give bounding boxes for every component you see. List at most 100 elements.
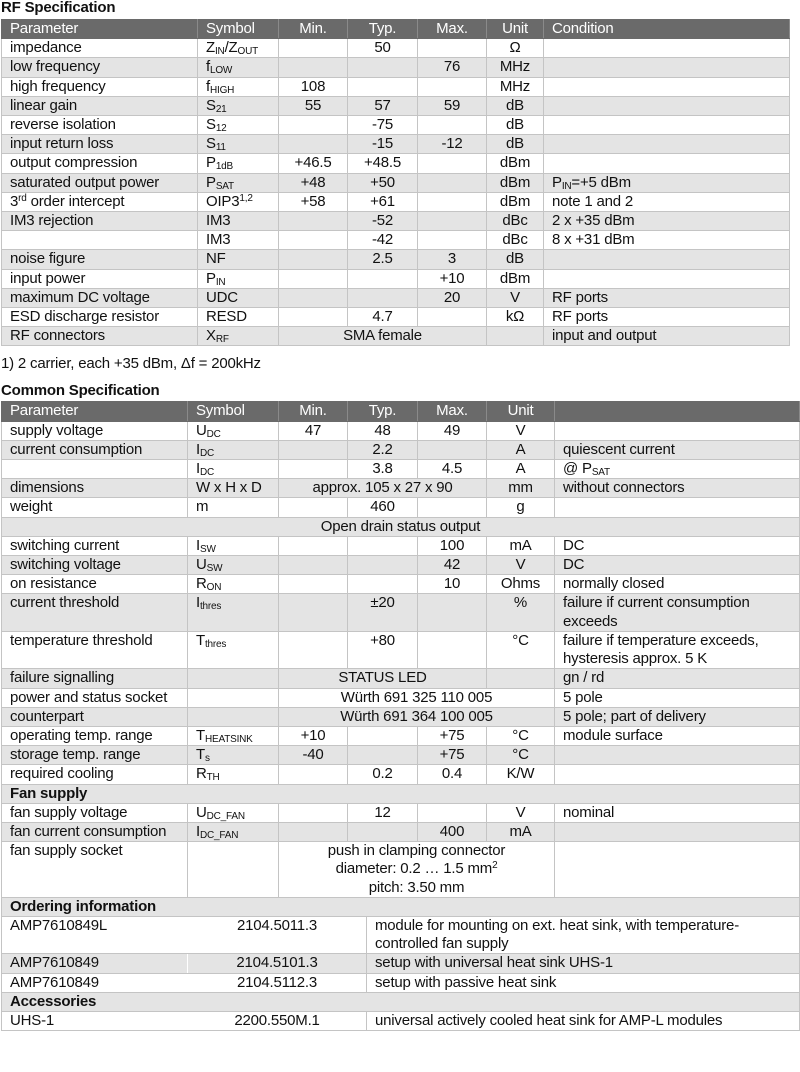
min-cell	[278, 268, 348, 289]
cell-text: Max.	[436, 402, 468, 420]
symbol-cell: UDC_FAN	[187, 802, 279, 823]
cell-text: Ordering information	[10, 897, 157, 915]
text-part: HEATSINK	[204, 733, 253, 745]
unit-cell: K/W	[486, 764, 555, 785]
max-cell: 59	[417, 95, 487, 117]
parameter-cell: storage temp. range	[1, 745, 188, 766]
cell-text: K/W	[506, 765, 535, 783]
parameter-cell: RF connectors	[1, 326, 198, 347]
cell-text: Open drain status output	[320, 517, 481, 535]
typ-cell: 50	[347, 38, 418, 59]
cell-text: IM3	[206, 212, 231, 230]
parameter-cell: switching voltage	[1, 555, 188, 576]
section-row: Ordering information	[1, 896, 800, 917]
text-part: IN	[561, 180, 572, 192]
cell-text: current threshold	[10, 594, 120, 612]
typ-cell: 48	[347, 420, 418, 441]
parameter-cell: power and status socket	[1, 687, 188, 708]
cell-text: counterpart	[10, 707, 84, 725]
condition-cell	[554, 821, 800, 843]
parameter-cell: impedance	[1, 38, 198, 59]
min-cell: +46.5	[278, 153, 348, 174]
cell-text: kΩ	[505, 308, 525, 326]
section-title: Accessories	[1, 991, 800, 1012]
section-row: Accessories	[1, 991, 800, 1012]
group-row: Open drain status output	[1, 516, 800, 537]
cell-text: +48.5	[364, 154, 401, 172]
cell-text: Ohms	[500, 575, 541, 593]
min-cell	[278, 38, 348, 59]
table-row: fan supply socket push in clamping connec…	[1, 841, 800, 898]
cell-text: +80	[370, 631, 395, 649]
symbol-cell: m	[187, 497, 279, 518]
condition-cell: DC	[554, 555, 800, 576]
merged-value-cell: push in clamping connector diameter: 0.2 …	[278, 841, 555, 898]
text-part: P	[552, 173, 562, 191]
parameter-cell: counterpart	[1, 706, 188, 727]
max-cell: 0.4	[417, 764, 487, 785]
symbol-cell: UDC	[187, 420, 279, 441]
max-cell	[417, 211, 487, 232]
text-part: HIGH	[209, 84, 235, 96]
text-part: DC	[206, 428, 221, 440]
condition-cell	[554, 497, 800, 518]
symbol-cell: RTH	[187, 764, 279, 785]
ordering-table: Ordering information AMP7610849L 2104.5011…	[1, 896, 800, 1032]
table-row: low frequency fLOW 76 MHz	[1, 57, 790, 78]
text-part: U	[196, 556, 207, 574]
min-cell: 55	[278, 95, 348, 117]
cell-text: fan supply socket	[10, 842, 123, 860]
condition-cell	[543, 134, 790, 155]
cell-text: saturated output power	[10, 173, 160, 191]
text-part: X	[206, 327, 216, 345]
cell-text: temperature threshold	[10, 631, 153, 649]
cell-text: °C	[512, 631, 529, 649]
cell-text: Symbol	[196, 402, 245, 420]
table-row: switching current ISW 100 mA DC	[1, 535, 800, 557]
condition-cell: @ PSAT	[554, 459, 800, 480]
cell-text: +10	[439, 269, 465, 287]
cell-text: W x H x D	[196, 479, 262, 497]
text-part: push in clamping connector	[327, 842, 506, 860]
typ-cell	[347, 535, 418, 557]
cell-text: +75	[439, 726, 465, 744]
max-cell: -12	[417, 134, 487, 155]
header-parameter: Parameter	[1, 401, 188, 422]
parameter-cell: weight	[1, 497, 188, 518]
min-cell	[278, 535, 348, 557]
text-part: T	[196, 726, 205, 744]
cell-text: 50	[374, 39, 391, 57]
cell-text: ±20	[370, 594, 395, 612]
cell-text: universal actively cooled heat sink for …	[375, 1011, 723, 1029]
cell-text: 12	[374, 803, 391, 821]
typ-cell: +50	[347, 172, 418, 193]
cell-text: STATUS LED	[338, 669, 427, 687]
cell-text: module for mounting on ext. heat sink, w…	[375, 916, 739, 953]
condition-cell: PIN=+5 dBm	[543, 172, 790, 193]
typ-cell: 57	[347, 95, 418, 117]
text-part: DC	[199, 467, 215, 479]
table-row: IM3 rejection IM3 -52 dBc 2 x +35 dBm	[1, 211, 790, 232]
symbol-cell: ISW	[187, 535, 279, 557]
header-min: Min.	[278, 401, 348, 422]
table-row: AMP7610849 2104.5101.3 setup with universa…	[1, 953, 800, 974]
table-row: noise figure NF 2.5 3 dB	[1, 249, 790, 270]
header-parameter: Parameter	[1, 18, 198, 40]
max-cell: 20	[417, 287, 487, 309]
text-part: diameter: 0.2 … 1.5 mm	[335, 860, 493, 878]
symbol-cell: P1dB	[197, 153, 279, 174]
condition-cell: failure if temperature exceeds, hysteres…	[554, 630, 800, 670]
condition-cell: 5 pole; part of delivery	[554, 706, 800, 727]
min-cell	[278, 249, 348, 270]
cell-text: 76	[443, 58, 461, 76]
unit-cell: V	[486, 420, 555, 441]
cell-text: dBc	[502, 212, 528, 230]
text-part: TH	[206, 772, 220, 784]
symbol-cell	[187, 841, 279, 898]
unit-cell	[486, 326, 544, 347]
cell-text: module surface	[563, 726, 663, 744]
header-unit: Unit	[486, 401, 555, 422]
parameter-cell: fan supply voltage	[1, 802, 188, 823]
table-row: reverse isolation S12 -75 dB	[1, 115, 790, 136]
condition-cell	[543, 153, 790, 174]
